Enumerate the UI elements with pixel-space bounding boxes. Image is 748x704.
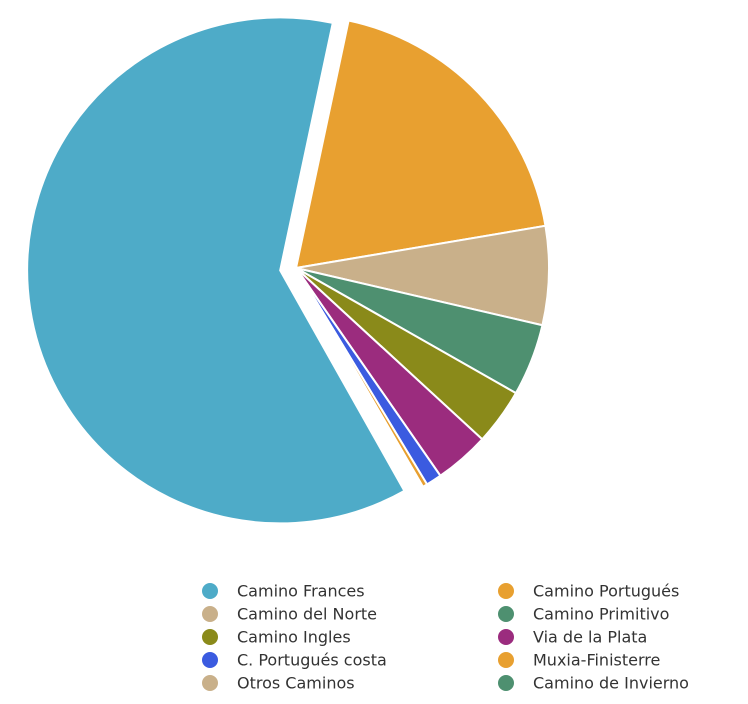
legend-label: Camino Ingles	[237, 628, 351, 647]
legend-label: Camino Frances	[237, 582, 365, 601]
legend-swatch	[202, 583, 218, 599]
pie-slice	[26, 16, 406, 525]
legend-label: Via de la Plata	[533, 628, 647, 647]
pie-slice	[295, 267, 423, 490]
legend-swatch	[202, 652, 218, 668]
legend-swatch	[202, 675, 218, 691]
legend-label: Muxia-Finisterre	[533, 651, 660, 670]
legend-swatch	[498, 606, 514, 622]
legend-swatch	[202, 606, 218, 622]
legend-label: C. Portugués costa	[237, 651, 387, 670]
legend-swatch	[202, 629, 218, 645]
legend-swatch	[498, 652, 514, 668]
legend-label: Camino de Invierno	[533, 674, 689, 693]
legend-label: Camino del Norte	[237, 605, 377, 624]
legend-label: Camino Portugués	[533, 582, 679, 601]
legend-label: Camino Primitivo	[533, 605, 669, 624]
legend-swatch	[498, 583, 514, 599]
pie-slice	[294, 19, 547, 270]
legend-label: Otros Caminos	[237, 674, 355, 693]
legend-swatch	[498, 629, 514, 645]
legend-swatch	[498, 675, 514, 691]
